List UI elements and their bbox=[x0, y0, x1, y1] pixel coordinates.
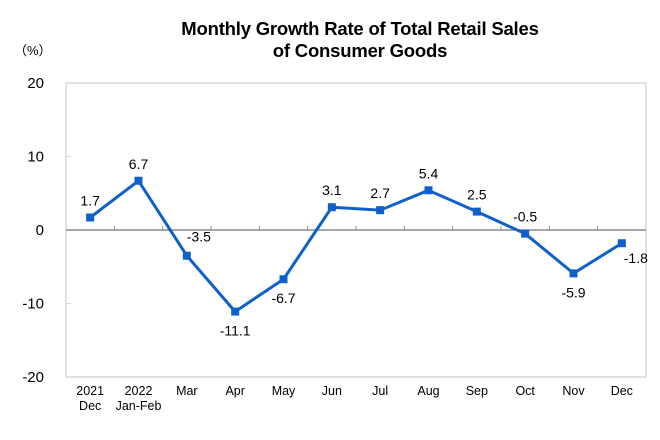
data-label: 1.7 bbox=[80, 193, 100, 209]
data-label: -11.1 bbox=[220, 323, 251, 339]
x-category-label: Nov bbox=[562, 384, 585, 398]
data-label: -5.9 bbox=[561, 284, 585, 300]
x-category-label: Mar bbox=[176, 384, 198, 398]
x-category-label: Jan-Feb bbox=[116, 399, 162, 413]
y-tick-label: -10 bbox=[22, 296, 44, 313]
y-axis-unit-label: （%） bbox=[14, 43, 52, 58]
chart-title-line-1: Monthly Growth Rate of Total Retail Sale… bbox=[181, 18, 539, 39]
x-category-label: Dec bbox=[611, 384, 633, 398]
x-category-label: 2022 bbox=[125, 384, 153, 398]
x-category-label: Jun bbox=[322, 384, 342, 398]
x-category-label: Apr bbox=[225, 384, 244, 398]
y-tick-label: -20 bbox=[22, 369, 44, 386]
data-point-marker bbox=[376, 206, 385, 215]
data-point-marker bbox=[521, 229, 530, 238]
chart-title-line-2: of Consumer Goods bbox=[272, 40, 448, 61]
data-point-marker bbox=[327, 203, 336, 212]
x-category-label: May bbox=[272, 384, 296, 398]
data-label: -1.8 bbox=[624, 250, 648, 266]
y-tick-label: 20 bbox=[27, 75, 44, 92]
data-point-marker bbox=[424, 186, 433, 195]
data-point-marker bbox=[86, 213, 95, 222]
data-label: 2.5 bbox=[467, 187, 487, 203]
data-label: -3.5 bbox=[187, 229, 211, 245]
data-point-marker bbox=[182, 251, 191, 260]
data-label: 5.4 bbox=[419, 165, 439, 181]
data-point-marker bbox=[569, 269, 578, 278]
series-line bbox=[89, 179, 623, 314]
data-label: 3.1 bbox=[322, 182, 342, 198]
chart-title: Monthly Growth Rate of Total Retail Sale… bbox=[130, 18, 590, 62]
x-category-label: Oct bbox=[515, 384, 535, 398]
y-tick-label: 0 bbox=[36, 222, 44, 239]
data-label: -0.5 bbox=[513, 209, 537, 225]
data-label: 6.7 bbox=[129, 156, 149, 172]
data-point-marker bbox=[472, 207, 481, 216]
x-category-label: Jul bbox=[372, 384, 388, 398]
x-category-label: 2021 bbox=[76, 384, 104, 398]
data-label: 2.7 bbox=[370, 185, 390, 201]
y-tick-label: 10 bbox=[27, 149, 44, 166]
data-point-marker bbox=[231, 307, 240, 316]
data-point-marker bbox=[279, 275, 288, 284]
x-category-label: Sep bbox=[466, 384, 488, 398]
data-point-marker bbox=[134, 176, 143, 185]
x-category-label: Aug bbox=[417, 384, 439, 398]
data-label: -6.7 bbox=[271, 290, 295, 306]
data-point-marker bbox=[617, 239, 626, 248]
x-category-label: Dec bbox=[79, 399, 101, 413]
